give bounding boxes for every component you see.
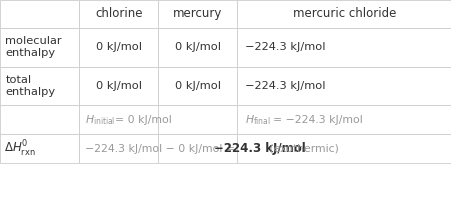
Bar <box>79 67 158 105</box>
Bar <box>158 67 237 105</box>
Bar <box>0 28 79 67</box>
Bar <box>79 0 158 28</box>
Bar <box>79 134 158 163</box>
Bar <box>158 134 237 163</box>
Text: chlorine: chlorine <box>95 7 142 20</box>
Text: −224.3 kJ/mol: −224.3 kJ/mol <box>213 142 305 155</box>
Text: 0 kJ/mol: 0 kJ/mol <box>96 42 141 52</box>
Bar <box>0 0 79 28</box>
Bar <box>237 134 451 163</box>
Text: $H_\mathrm{final}$: $H_\mathrm{final}$ <box>245 113 271 127</box>
Bar <box>237 67 451 105</box>
Bar <box>237 105 451 134</box>
Text: = −224.3 kJ/mol: = −224.3 kJ/mol <box>273 115 363 125</box>
Text: −224.3 kJ/mol: −224.3 kJ/mol <box>245 81 325 91</box>
Bar <box>158 0 237 28</box>
Text: mercury: mercury <box>173 7 222 20</box>
Bar <box>237 0 451 28</box>
Text: 0 kJ/mol: 0 kJ/mol <box>96 81 141 91</box>
Text: −224.3 kJ/mol − 0 kJ/mol =: −224.3 kJ/mol − 0 kJ/mol = <box>84 144 238 154</box>
Text: total
enthalpy: total enthalpy <box>5 75 55 97</box>
Bar <box>237 28 451 67</box>
Text: molecular
enthalpy: molecular enthalpy <box>5 36 62 58</box>
Text: 0 kJ/mol: 0 kJ/mol <box>175 81 220 91</box>
Text: 0 kJ/mol: 0 kJ/mol <box>175 42 220 52</box>
Text: $\Delta H^0_\mathrm{rxn}$: $\Delta H^0_\mathrm{rxn}$ <box>4 139 35 159</box>
Bar <box>0 134 79 163</box>
Bar <box>79 105 158 134</box>
Bar <box>0 67 79 105</box>
Text: = 0 kJ/mol: = 0 kJ/mol <box>115 115 171 125</box>
Text: $H_\mathrm{initial}$: $H_\mathrm{initial}$ <box>84 113 115 127</box>
Bar <box>158 28 237 67</box>
Bar <box>158 105 237 134</box>
Bar <box>79 28 158 67</box>
Text: −224.3 kJ/mol: −224.3 kJ/mol <box>245 42 325 52</box>
Text: (exothermic): (exothermic) <box>265 144 338 154</box>
Text: mercuric chloride: mercuric chloride <box>292 7 396 20</box>
Bar <box>0 105 79 134</box>
